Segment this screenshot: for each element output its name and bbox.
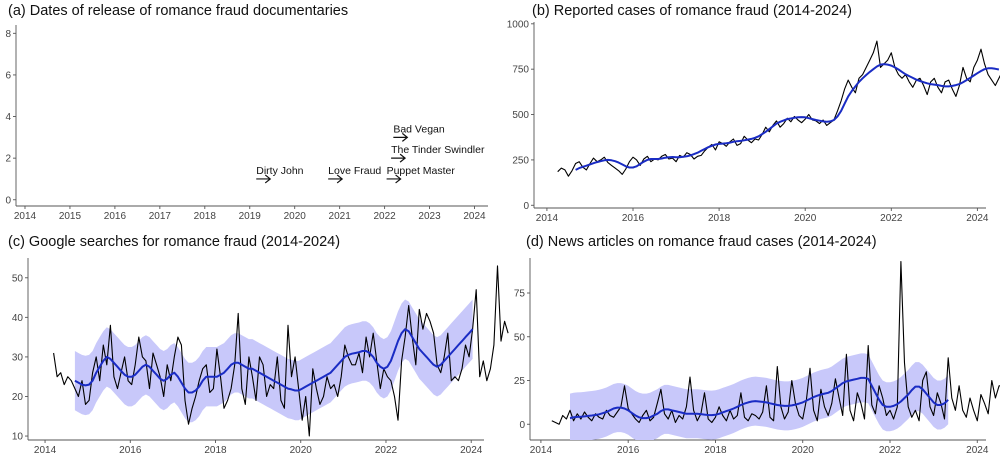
- panel-b-y-tick-label: 750: [512, 65, 529, 76]
- panel-a-x-tick-label: 2024: [463, 211, 486, 222]
- panel-d-x-tick-label: 2020: [792, 445, 815, 454]
- panel-d-x-tick-label: 2024: [966, 445, 989, 454]
- panel-d: (d) News articles on romance fraud cases…: [514, 234, 1000, 454]
- panel-b-plot: 0 250 500 750 1000 2014 2016 2018 2020 2022 2024: [507, 19, 1000, 224]
- panel-b-raw-series-line: [557, 40, 1000, 177]
- panel-d-x-tick-label: 2022: [879, 445, 902, 454]
- panel-b-y-tick-label: 500: [512, 110, 529, 121]
- panel-c-x-tick-label: 2024: [460, 445, 483, 454]
- panel-d-y-tick-label: 50: [514, 332, 526, 343]
- panel-a-plot: 0 2 4 6 8 2014 2015 2016 2017 2018 2019 2020 2021 202…: [5, 25, 488, 222]
- panel-a-release-arrow: [391, 153, 407, 163]
- panel-d-y-tick-label: 25: [514, 376, 526, 387]
- panel-b-y-tick-label: 1000: [507, 19, 530, 30]
- panel-a-y-tick-label: 8: [5, 29, 11, 40]
- panel-c-confidence-band: [74, 299, 473, 423]
- panel-a-release-label: The Tinder Swindler: [391, 144, 485, 156]
- panel-c-raw-series-line: [53, 265, 509, 437]
- panel-d-smoothed-trend-line: [569, 376, 949, 420]
- panel-c-y-tick-label: 10: [12, 432, 24, 443]
- panel-b-x-tick-label: 2014: [536, 213, 559, 224]
- panel-c-plot: 10 20 30 40 50 2014 2016 2018 2020 2022 2024: [12, 258, 509, 454]
- panel-c-x-tick-label: 2018: [204, 445, 227, 454]
- panel-d-y-tick-label: 0: [519, 420, 525, 431]
- panel-a-x-tick-label: 2017: [149, 211, 172, 222]
- panel-a-y-tick-label: 6: [5, 70, 11, 81]
- panel-b-smoothed-trend-line: [575, 63, 1000, 171]
- panel-c-y-tick-label: 20: [12, 392, 24, 403]
- panel-c-x-tick-label: 2016: [119, 445, 142, 454]
- panel-a-x-tick-label: 2016: [104, 211, 127, 222]
- panel-a-x-tick-label: 2022: [373, 211, 396, 222]
- panel-d-title: (d) News articles on romance fraud cases…: [526, 234, 877, 250]
- panel-a-title: (a) Dates of release of romance fraud do…: [8, 3, 348, 19]
- panel-b-y-tick-label: 250: [512, 155, 529, 166]
- panel-c-y-tick-label: 40: [12, 313, 24, 324]
- panel-a-x-tick-label: 2018: [194, 211, 217, 222]
- panel-a-release-label: Love Fraud: [328, 165, 381, 177]
- panel-c-title: (c) Google searches for romance fraud (2…: [8, 234, 340, 250]
- panel-a-x-tick-label: 2019: [239, 211, 262, 222]
- panel-a-y-tick-label: 0: [5, 195, 11, 206]
- panel-a-x-tick-label: 2020: [284, 211, 307, 222]
- panel-b: (b) Reported cases of romance fraud (201…: [507, 3, 1000, 224]
- panel-d-x-tick-label: 2018: [704, 445, 727, 454]
- panel-b-x-tick-label: 2016: [622, 213, 645, 224]
- panel-a-release-arrow: [393, 132, 409, 142]
- panel-a-x-tick-label: 2021: [329, 211, 352, 222]
- panel-a-release-arrow: [256, 174, 272, 184]
- panel-d-raw-series-line: [551, 260, 1000, 425]
- panel-c: (c) Google searches for romance fraud (2…: [8, 234, 509, 454]
- panel-a-y-tick-label: 2: [5, 154, 11, 165]
- panel-c-y-tick-label: 50: [12, 273, 24, 284]
- panel-c-smoothed-trend-line: [74, 328, 474, 394]
- panel-b-x-tick-label: 2022: [880, 213, 903, 224]
- panel-a-x-tick-label: 2023: [418, 211, 441, 222]
- panel-d-confidence-band: [570, 353, 949, 440]
- panel-d-y-tick-label: 75: [514, 289, 526, 300]
- panel-a-release-label: Dirty John: [256, 165, 303, 177]
- panel-d-plot: 0 25 50 75 2014 2016 2018 2020 2022 2024: [514, 258, 1000, 454]
- panel-a-release-arrow: [386, 174, 402, 184]
- panel-b-y-tick-label: 0: [523, 201, 529, 212]
- panel-d-x-tick-label: 2014: [530, 445, 553, 454]
- panel-c-x-tick-label: 2020: [290, 445, 313, 454]
- panel-a: (a) Dates of release of romance fraud do…: [5, 3, 488, 222]
- panel-a-release-label: Puppet Master: [387, 165, 456, 177]
- panel-b-title: (b) Reported cases of romance fraud (201…: [532, 3, 852, 19]
- panel-a-x-tick-label: 2015: [59, 211, 82, 222]
- panel-a-y-tick-label: 4: [5, 112, 11, 123]
- panel-b-x-tick-label: 2018: [708, 213, 731, 224]
- panel-c-x-tick-label: 2022: [375, 445, 398, 454]
- panel-b-x-tick-label: 2024: [966, 213, 989, 224]
- panel-d-x-tick-label: 2016: [617, 445, 640, 454]
- panel-b-x-tick-label: 2020: [794, 213, 817, 224]
- panel-c-x-tick-label: 2014: [34, 445, 57, 454]
- panel-c-y-tick-label: 30: [12, 352, 24, 363]
- panel-a-release-arrow: [328, 174, 344, 184]
- panel-a-release-label: Bad Vegan: [393, 123, 445, 135]
- panel-a-x-tick-label: 2014: [14, 211, 37, 222]
